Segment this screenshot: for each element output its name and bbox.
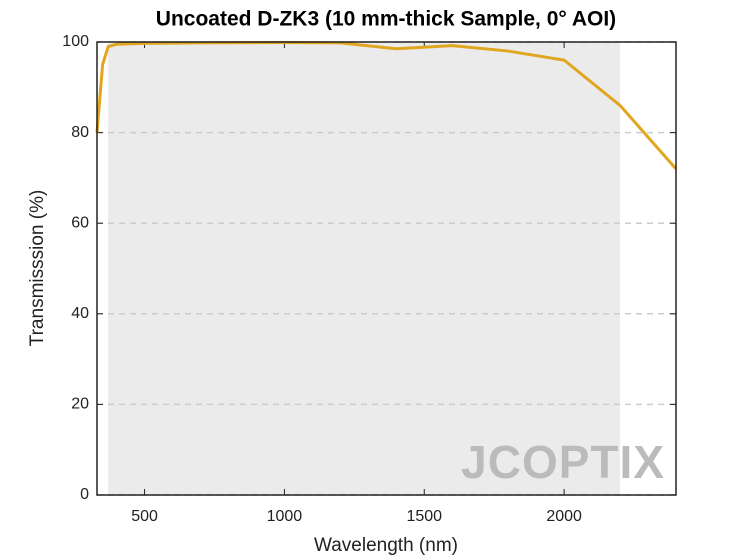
x-tick-label: 2000: [546, 508, 582, 525]
y-tick-label: 40: [71, 305, 89, 322]
x-tick-label: 500: [131, 508, 158, 525]
y-tick-label: 100: [62, 33, 89, 50]
y-tick-label: 80: [71, 124, 89, 141]
x-axis-label: Wavelength (nm): [314, 535, 458, 556]
y-tick-label: 20: [71, 396, 89, 413]
watermark: JCOPTIX: [461, 436, 665, 488]
chart-title: Uncoated D-ZK3 (10 mm-thick Sample, 0° A…: [156, 8, 616, 31]
y-tick-label: 0: [80, 486, 89, 503]
x-tick-label: 1000: [267, 508, 303, 525]
x-tick-label: 1500: [406, 508, 442, 525]
plot-frame: [96, 41, 677, 496]
y-tick-label: 60: [71, 214, 89, 231]
y-axis-label: Transmisssion (%): [27, 190, 48, 347]
shaded-region: [108, 42, 621, 495]
